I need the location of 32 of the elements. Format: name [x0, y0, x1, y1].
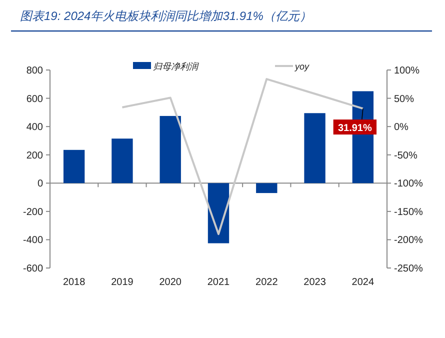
bar [304, 113, 326, 184]
y2-tick-label: 50% [394, 94, 414, 105]
y-tick-label: 600 [26, 94, 44, 105]
y2-tick-label: -150% [394, 206, 424, 218]
x-tick-label: 2021 [207, 277, 230, 288]
data-label: 31.91% [338, 123, 372, 134]
y-tick-label: 800 [26, 66, 44, 76]
legend-label: yoy [294, 62, 310, 72]
bar [112, 138, 133, 184]
y2-tick-label: -50% [394, 150, 418, 162]
y-tick-label: 0 [37, 178, 44, 190]
y2-tick-label: -200% [394, 235, 424, 246]
y2-tick-label: 0% [394, 122, 409, 134]
bar [256, 183, 278, 194]
y-tick-label: 400 [26, 122, 44, 134]
x-tick-label: 2024 [352, 277, 374, 288]
legend-label: 归母净利润 [153, 62, 199, 72]
bar [63, 150, 85, 184]
y2-tick-label: -100% [394, 178, 424, 190]
y-tick-label: -200 [22, 206, 44, 218]
bar [160, 116, 181, 184]
x-tick-label: 2018 [62, 277, 86, 288]
x-tick-label: 2020 [159, 277, 182, 288]
chart-title: 图表19: 2024年火电板块利润同比增加31.91%（亿元） [20, 9, 312, 23]
x-tick-label: 2023 [304, 277, 326, 288]
x-tick-label: 2019 [111, 277, 134, 288]
y2-tick-label: -250% [394, 264, 424, 274]
y-tick-label: -400 [22, 235, 44, 246]
y-tick-label: 200 [26, 150, 44, 162]
x-tick-label: 2022 [256, 277, 278, 288]
y2-tick-label: 100% [394, 66, 420, 76]
y-tick-label: -600 [22, 264, 44, 274]
